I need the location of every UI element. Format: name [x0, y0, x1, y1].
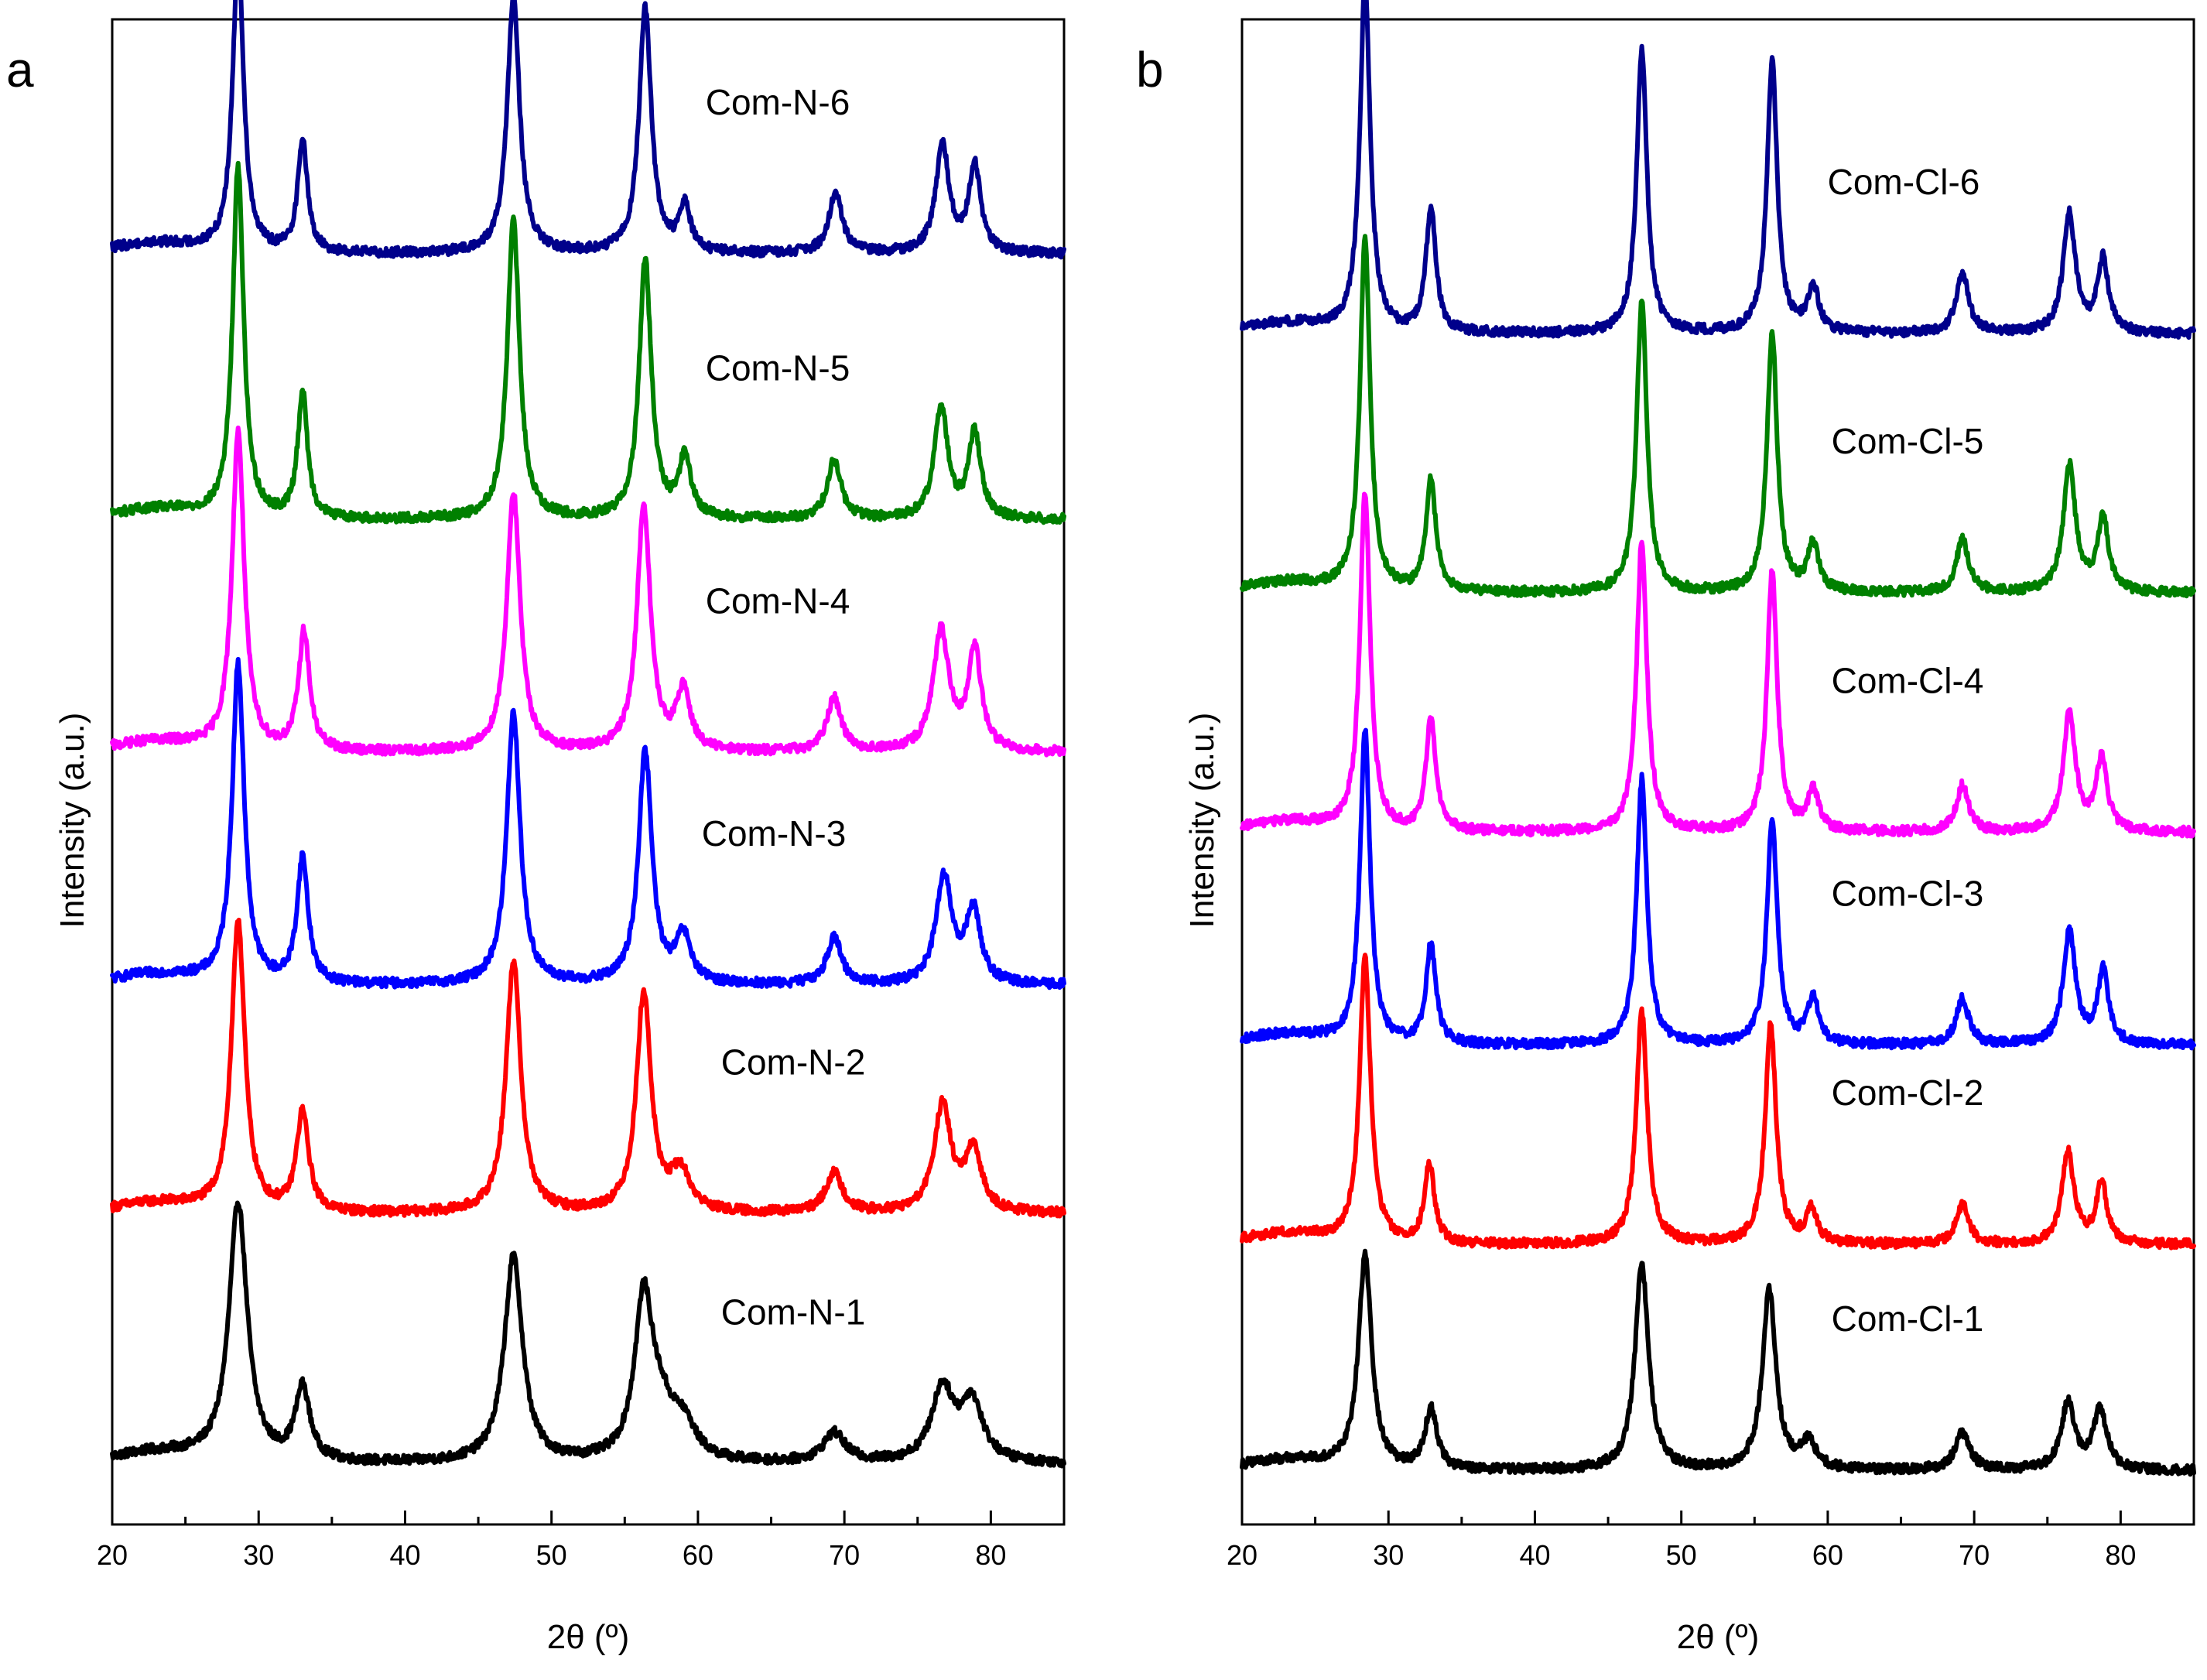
- panel-a-traces: [110, 0, 1066, 1469]
- trace-com-n-2: [110, 917, 1066, 1219]
- trace-com-cl-3: [1240, 727, 2196, 1051]
- x-tick-label-80: 80: [975, 1539, 1006, 1571]
- trace-com-n-3: [110, 657, 1066, 991]
- x-tick-label-30: 30: [1373, 1539, 1404, 1571]
- panel-a-x-ticks: 20 30 40 50 60 70 80: [97, 1511, 1006, 1571]
- x-tick-label-70: 70: [829, 1539, 860, 1571]
- label-com-n-6: Com-N-6: [706, 82, 850, 122]
- x-tick-label-30: 30: [243, 1539, 274, 1571]
- trace-com-n-1: [110, 1200, 1066, 1469]
- panel-a-plot-frame: [111, 18, 1066, 1526]
- panel-b: b Com-Cl-1Com-Cl-2Com-Cl-3Com-Cl-4Com-Cl…: [1136, 0, 2196, 1656]
- panel-a-x-axis-label: 2θ (º): [547, 1618, 630, 1656]
- label-com-cl-3: Com-Cl-3: [1832, 873, 1984, 913]
- label-com-n-4: Com-N-4: [706, 580, 850, 621]
- label-com-n-3: Com-N-3: [702, 813, 847, 854]
- panel-b-x-axis-label: 2θ (º): [1677, 1618, 1760, 1656]
- label-com-cl-4: Com-Cl-4: [1832, 661, 1984, 701]
- trace-com-cl-5: [1240, 234, 2196, 599]
- trace-com-cl-2: [1240, 953, 2196, 1251]
- trace-com-cl-1: [1240, 1248, 2196, 1477]
- trace-com-n-6: [110, 0, 1066, 260]
- label-com-n-5: Com-N-5: [706, 348, 850, 388]
- panel-b-plot-frame: [1240, 18, 2195, 1526]
- panel-b-traces: [1240, 0, 2196, 1477]
- trace-com-n-4: [110, 425, 1066, 758]
- panel-b-x-ticks: 20 30 40 50 60 70 80: [1227, 1511, 2136, 1571]
- panel-a-y-axis-label: Intensity (a.u.): [53, 713, 91, 929]
- x-tick-label-20: 20: [1227, 1539, 1257, 1571]
- x-tick-label-40: 40: [389, 1539, 420, 1571]
- panel-a-series-labels: Com-N-1 Com-N-2 Com-N-3 Com-N-4 Com-N-5 Com-N…: [702, 82, 866, 1333]
- label-com-cl-5: Com-Cl-5: [1832, 421, 1984, 461]
- x-tick-label-70: 70: [1959, 1539, 1990, 1571]
- trace-com-n-5: [110, 160, 1066, 525]
- label-com-cl-6: Com-Cl-6: [1828, 162, 1980, 202]
- label-com-cl-2: Com-Cl-2: [1832, 1073, 1984, 1113]
- x-tick-label-40: 40: [1519, 1539, 1550, 1571]
- x-tick-label-60: 60: [683, 1539, 713, 1571]
- label-com-n-2: Com-N-2: [721, 1042, 866, 1083]
- x-tick-label-60: 60: [1812, 1539, 1843, 1571]
- panel-b-y-axis-label: Intensity (a.u.): [1183, 713, 1221, 929]
- panel-letter-b: b: [1136, 42, 1164, 98]
- x-tick-label-50: 50: [536, 1539, 567, 1571]
- panel-b-series-labels: Com-Cl-1 Com-Cl-2 Com-Cl-3 Com-Cl-4 Com-Cl-5…: [1828, 162, 1984, 1339]
- trace-com-cl-4: [1240, 491, 2196, 839]
- panel-a: a Com-N-1Com-N-2Com-N-3Com-N-4Com-N-5Com…: [6, 0, 1066, 1656]
- panel-letter-a: a: [6, 42, 34, 98]
- label-com-cl-1: Com-Cl-1: [1832, 1298, 1984, 1339]
- x-tick-label-50: 50: [1666, 1539, 1697, 1571]
- trace-com-cl-6: [1240, 0, 2196, 340]
- x-tick-label-20: 20: [97, 1539, 128, 1571]
- x-tick-label-80: 80: [2105, 1539, 2136, 1571]
- label-com-n-1: Com-N-1: [721, 1292, 866, 1333]
